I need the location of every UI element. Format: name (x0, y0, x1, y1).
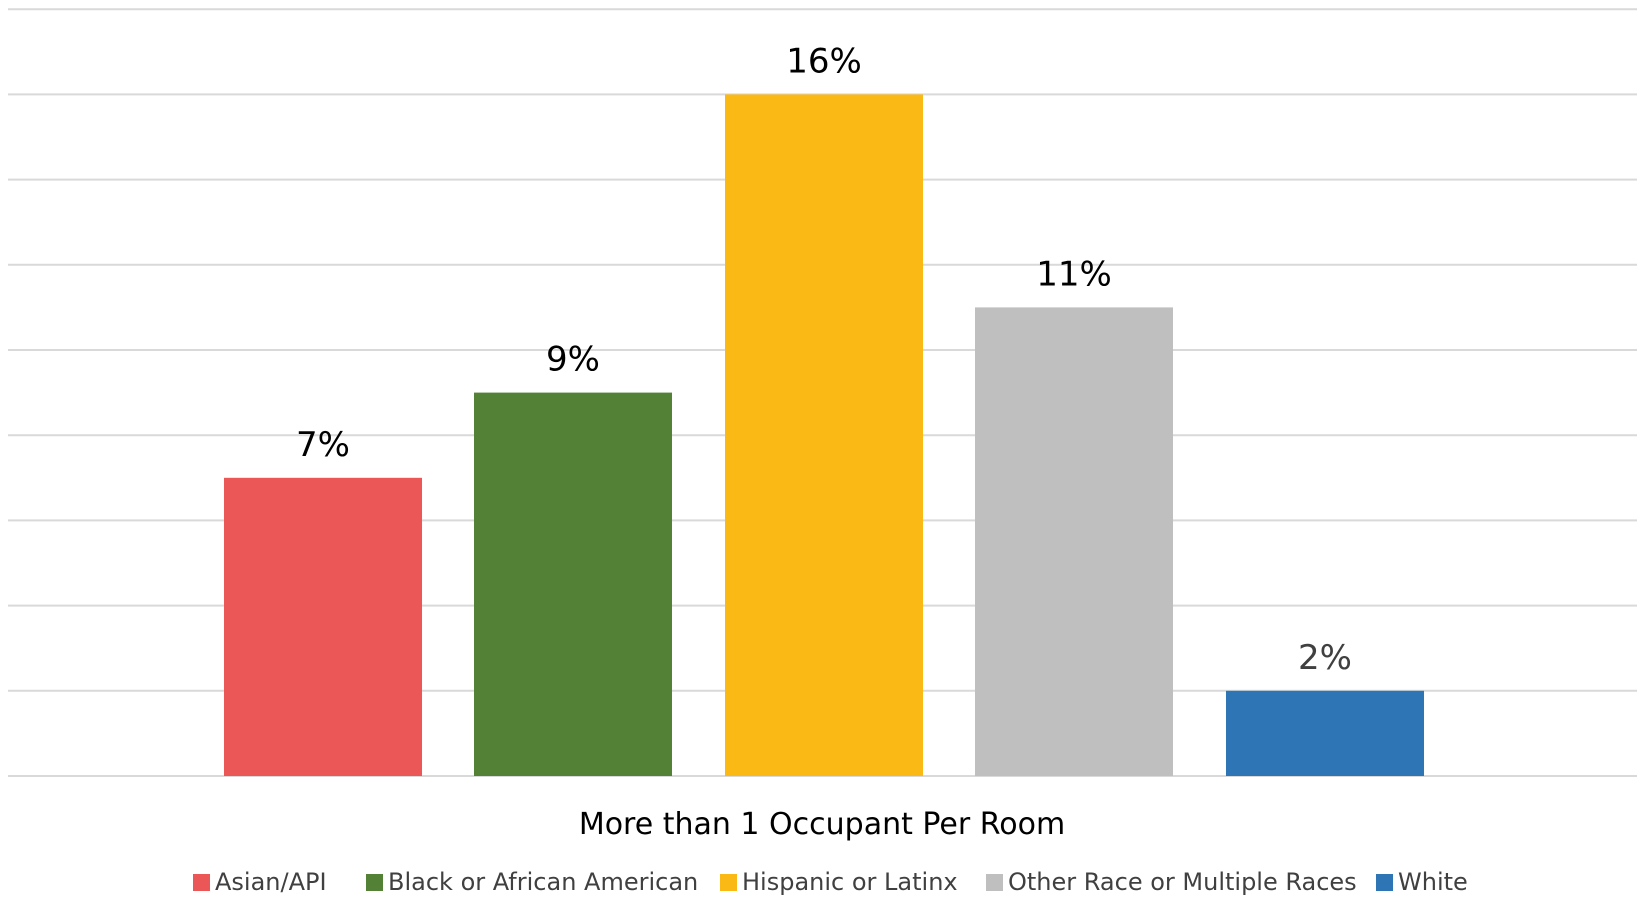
legend-label: Hispanic or Latinx (742, 868, 958, 896)
legend-item: Asian/API (193, 866, 327, 898)
legend: Asian/API Black or African American Hispan… (0, 866, 1637, 898)
bar-other-race-or-multiple-races (975, 307, 1173, 776)
legend-label: Black or African American (388, 868, 699, 896)
legend-swatch (366, 873, 383, 891)
data-label: 7% (296, 425, 350, 465)
bar-black-or-african-american (474, 392, 672, 776)
legend-label: Other Race or Multiple Races (1008, 868, 1357, 896)
legend-item: Hispanic or Latinx (720, 866, 958, 898)
data-labels: 7% 9% 16% 11% 2% (296, 41, 1352, 677)
bar-asian-api (224, 477, 422, 776)
data-label: 16% (786, 41, 862, 81)
legend-item: White (1376, 866, 1468, 898)
legend-swatch (720, 873, 737, 891)
legend-swatch (193, 873, 210, 891)
legend-item: Other Race or Multiple Races (986, 866, 1357, 898)
data-label: 9% (546, 340, 600, 380)
data-label: 11% (1036, 254, 1112, 294)
bar-white (1226, 690, 1424, 776)
legend-label: White (1398, 868, 1468, 896)
legend-item: Black or African American (366, 866, 698, 898)
legend-swatch (986, 873, 1003, 891)
legend-swatch (1376, 873, 1393, 891)
bar-hispanic-or-latinx (725, 94, 923, 776)
x-category-label: More than 1 Occupant Per Room (579, 807, 1065, 842)
data-label: 2% (1298, 638, 1352, 678)
bars (224, 94, 1424, 776)
legend-label: Asian/API (215, 868, 327, 896)
